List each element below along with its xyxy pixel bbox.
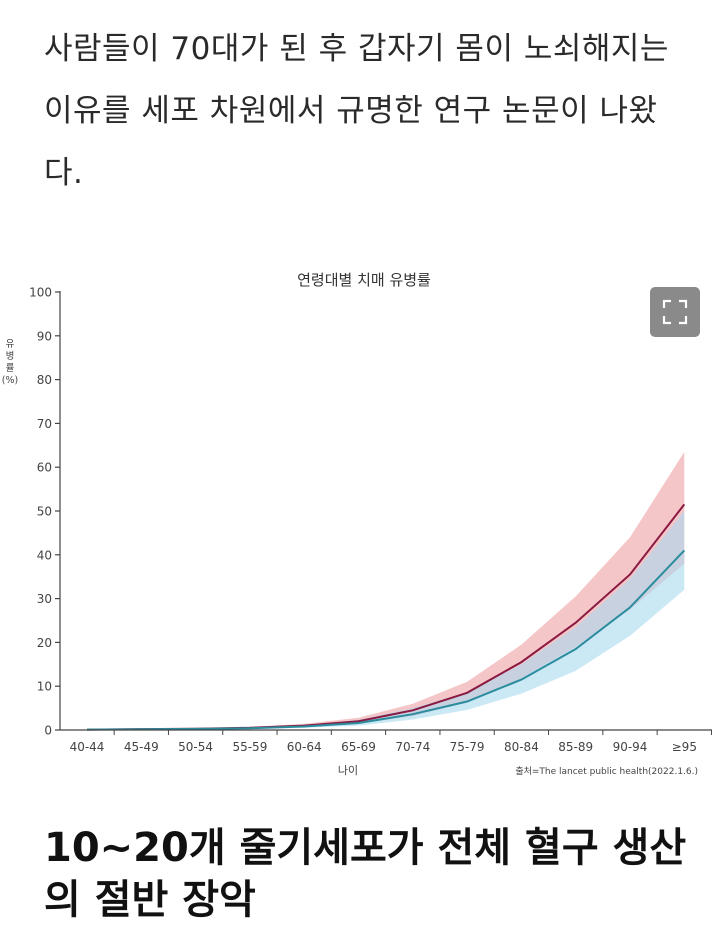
y-tick-label: 0	[44, 724, 52, 738]
x-tick-label: ≥95	[672, 740, 697, 754]
chart-title: 연령대별 치매 유병률	[297, 271, 431, 289]
x-tick-label: 65-69	[341, 740, 376, 754]
x-tick-label: 40-44	[70, 740, 105, 754]
y-tick-label: 60	[37, 461, 52, 475]
x-tick-label: 90-94	[613, 740, 648, 754]
y-tick-label: 40	[37, 548, 52, 562]
section-heading: 10~20개 줄기세포가 전체 혈구 생산의 절반 장악	[44, 825, 687, 923]
x-tick-label: 70-74	[395, 740, 430, 754]
y-tick-label: 90	[37, 329, 52, 343]
y-tick-label: 50	[37, 505, 52, 519]
series-2-line	[86, 549, 686, 731]
series-2-confidence-band	[87, 511, 685, 730]
article-intro: 사람들이 70대가 된 후 갑자기 몸이 노쇠해지는 이유를 세포 차원에서 규…	[44, 31, 669, 191]
y-axis-label: 유 병 률 (%)	[2, 339, 18, 386]
x-tick-label: 60-64	[287, 740, 322, 754]
y-tick-label: 10	[37, 680, 52, 694]
series-1-confidence-band	[87, 451, 685, 730]
x-axis-label: 나이	[338, 764, 358, 777]
y-tick-label: 70	[37, 417, 52, 431]
y-tick-label: 80	[37, 373, 52, 387]
y-tick-label: 20	[37, 636, 52, 650]
x-tick-label: 50-54	[178, 740, 213, 754]
fullscreen-icon	[662, 299, 688, 325]
x-tick-label: 45-49	[124, 740, 159, 754]
fullscreen-button[interactable]	[650, 287, 700, 337]
x-tick-label: 80-84	[504, 740, 539, 754]
chart-canvas: 연령대별 치매 유병률 0 10 20 30 40 50 60 70 80 90 100 유 병 률 (%) 4…	[2, 271, 712, 777]
x-tick-label: 55-59	[232, 740, 267, 754]
dementia-prevalence-chart: 연령대별 치매 유병률 0 10 20 30 40 50 60 70 80 90 100 유 병 률 (%) 4…	[0, 255, 720, 785]
y-tick-label: 100	[29, 286, 52, 300]
chart-source: 출처=The lancet public health(2022.1.6.)	[515, 765, 698, 777]
x-tick-label: 85-89	[558, 740, 593, 754]
y-tick-label: 30	[37, 592, 52, 606]
x-tick-label: 75-79	[450, 740, 485, 754]
